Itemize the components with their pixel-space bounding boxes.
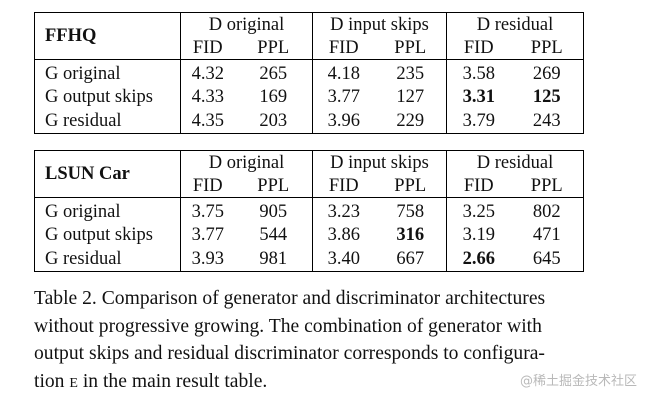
fid-value: 3.19: [446, 223, 511, 247]
table-row: G residual 3.93 981 3.40 667 2.66 645: [35, 247, 584, 271]
dataset-label: LSUN Car: [45, 164, 130, 184]
discriminator-group-header: D residual: [446, 12, 584, 36]
ppl-value: 667: [396, 248, 425, 269]
fid-value: 3.75: [180, 197, 235, 224]
ppl-value: 229: [396, 110, 425, 131]
generator-label: G original: [34, 59, 181, 86]
metric-header: PPL: [394, 37, 427, 58]
metric-header: PPL: [394, 175, 427, 196]
ppl-value: 125: [532, 87, 561, 108]
dataset-label: FFHQ: [45, 26, 97, 46]
watermark: @稀土掘金技术社区: [519, 374, 637, 389]
metric-header: PPL: [257, 37, 290, 58]
fid-value: 2.66: [446, 247, 511, 271]
table-row: G residual 4.35 203 3.96 229 3.79 243: [35, 109, 584, 133]
metric-header: FID: [180, 36, 235, 60]
caption-line: output skips and residual discriminator …: [34, 343, 545, 364]
ppl-value: 269: [510, 59, 584, 86]
ppl-value: 243: [532, 110, 561, 131]
table-row: G original 3.75 905 3.23 758 3.25 802: [34, 197, 584, 224]
caption-line: without progressive growing. The combina…: [34, 315, 542, 337]
ppl-value: 758: [374, 197, 447, 224]
metric-header: FID: [312, 36, 375, 60]
ppl-value: 169: [259, 87, 288, 108]
discriminator-group-header: D input skips: [312, 12, 447, 36]
table-row: G original 4.32 265 4.18 235 3.58 269: [34, 59, 584, 86]
fid-value: 3.79: [446, 109, 511, 133]
caption-line: tion E in the main result table.: [34, 368, 634, 398]
discriminator-group-header: D residual: [446, 150, 584, 174]
ppl-value: 316: [396, 225, 425, 246]
table-row: G output skips 4.33 169 3.77 127 3.31 125: [35, 85, 584, 109]
ppl-value: 905: [234, 197, 313, 224]
discriminator-group-header: D input skips: [312, 150, 447, 174]
fid-value: 3.58: [446, 59, 511, 86]
fid-value: 4.32: [180, 59, 235, 86]
caption-text: in the main result table.: [77, 370, 268, 392]
fid-value: 3.86: [312, 223, 375, 247]
metric-header: PPL: [257, 175, 290, 196]
generator-label: G residual: [45, 248, 122, 269]
metric-header: FID: [312, 174, 375, 198]
generator-label: G residual: [45, 110, 122, 131]
caption-line: Table 2. Comparison of generator and dis…: [34, 288, 546, 309]
fid-value: 3.77: [180, 223, 235, 247]
generator-label: G output skips: [45, 87, 153, 108]
metric-header: FID: [446, 174, 511, 198]
metric-header: FID: [180, 174, 235, 198]
metric-header: PPL: [530, 37, 563, 58]
metric-header: FID: [446, 36, 511, 60]
table-row: G output skips 3.77 544 3.86 316 3.19 471: [35, 223, 584, 247]
results-table: LSUN Car D original D input skips D residua…: [34, 150, 584, 272]
fid-value: 3.25: [446, 197, 511, 224]
generator-label: G original: [34, 197, 181, 224]
fid-value: 3.77: [312, 85, 375, 109]
table-caption: Table 2. Comparison of generator and dis…: [34, 285, 634, 397]
ppl-value: 544: [259, 225, 288, 246]
discriminator-group-header: D original: [180, 150, 313, 174]
discriminator-group-header: D original: [180, 12, 313, 36]
fid-value: 3.96: [312, 109, 375, 133]
fid-value: 3.40: [312, 247, 375, 271]
config-code: E: [69, 375, 78, 391]
ppl-value: 235: [374, 59, 447, 86]
fid-value: 3.31: [446, 85, 511, 109]
fid-value: 4.33: [180, 85, 235, 109]
ppl-value: 265: [234, 59, 313, 86]
generator-label: G output skips: [45, 225, 153, 246]
metric-header: PPL: [530, 175, 563, 196]
fid-value: 4.35: [180, 109, 235, 133]
ppl-value: 127: [396, 87, 425, 108]
ppl-value: 802: [510, 197, 584, 224]
caption-text: tion: [34, 370, 70, 392]
results-table: FFHQ D original D input skips D residual FID…: [34, 12, 584, 134]
ppl-value: 203: [259, 110, 288, 131]
fid-value: 3.93: [180, 247, 235, 271]
ppl-value: 471: [532, 225, 561, 246]
fid-value: 3.23: [312, 197, 375, 224]
fid-value: 4.18: [312, 59, 375, 86]
ppl-value: 645: [532, 248, 561, 269]
ppl-value: 981: [259, 248, 288, 269]
